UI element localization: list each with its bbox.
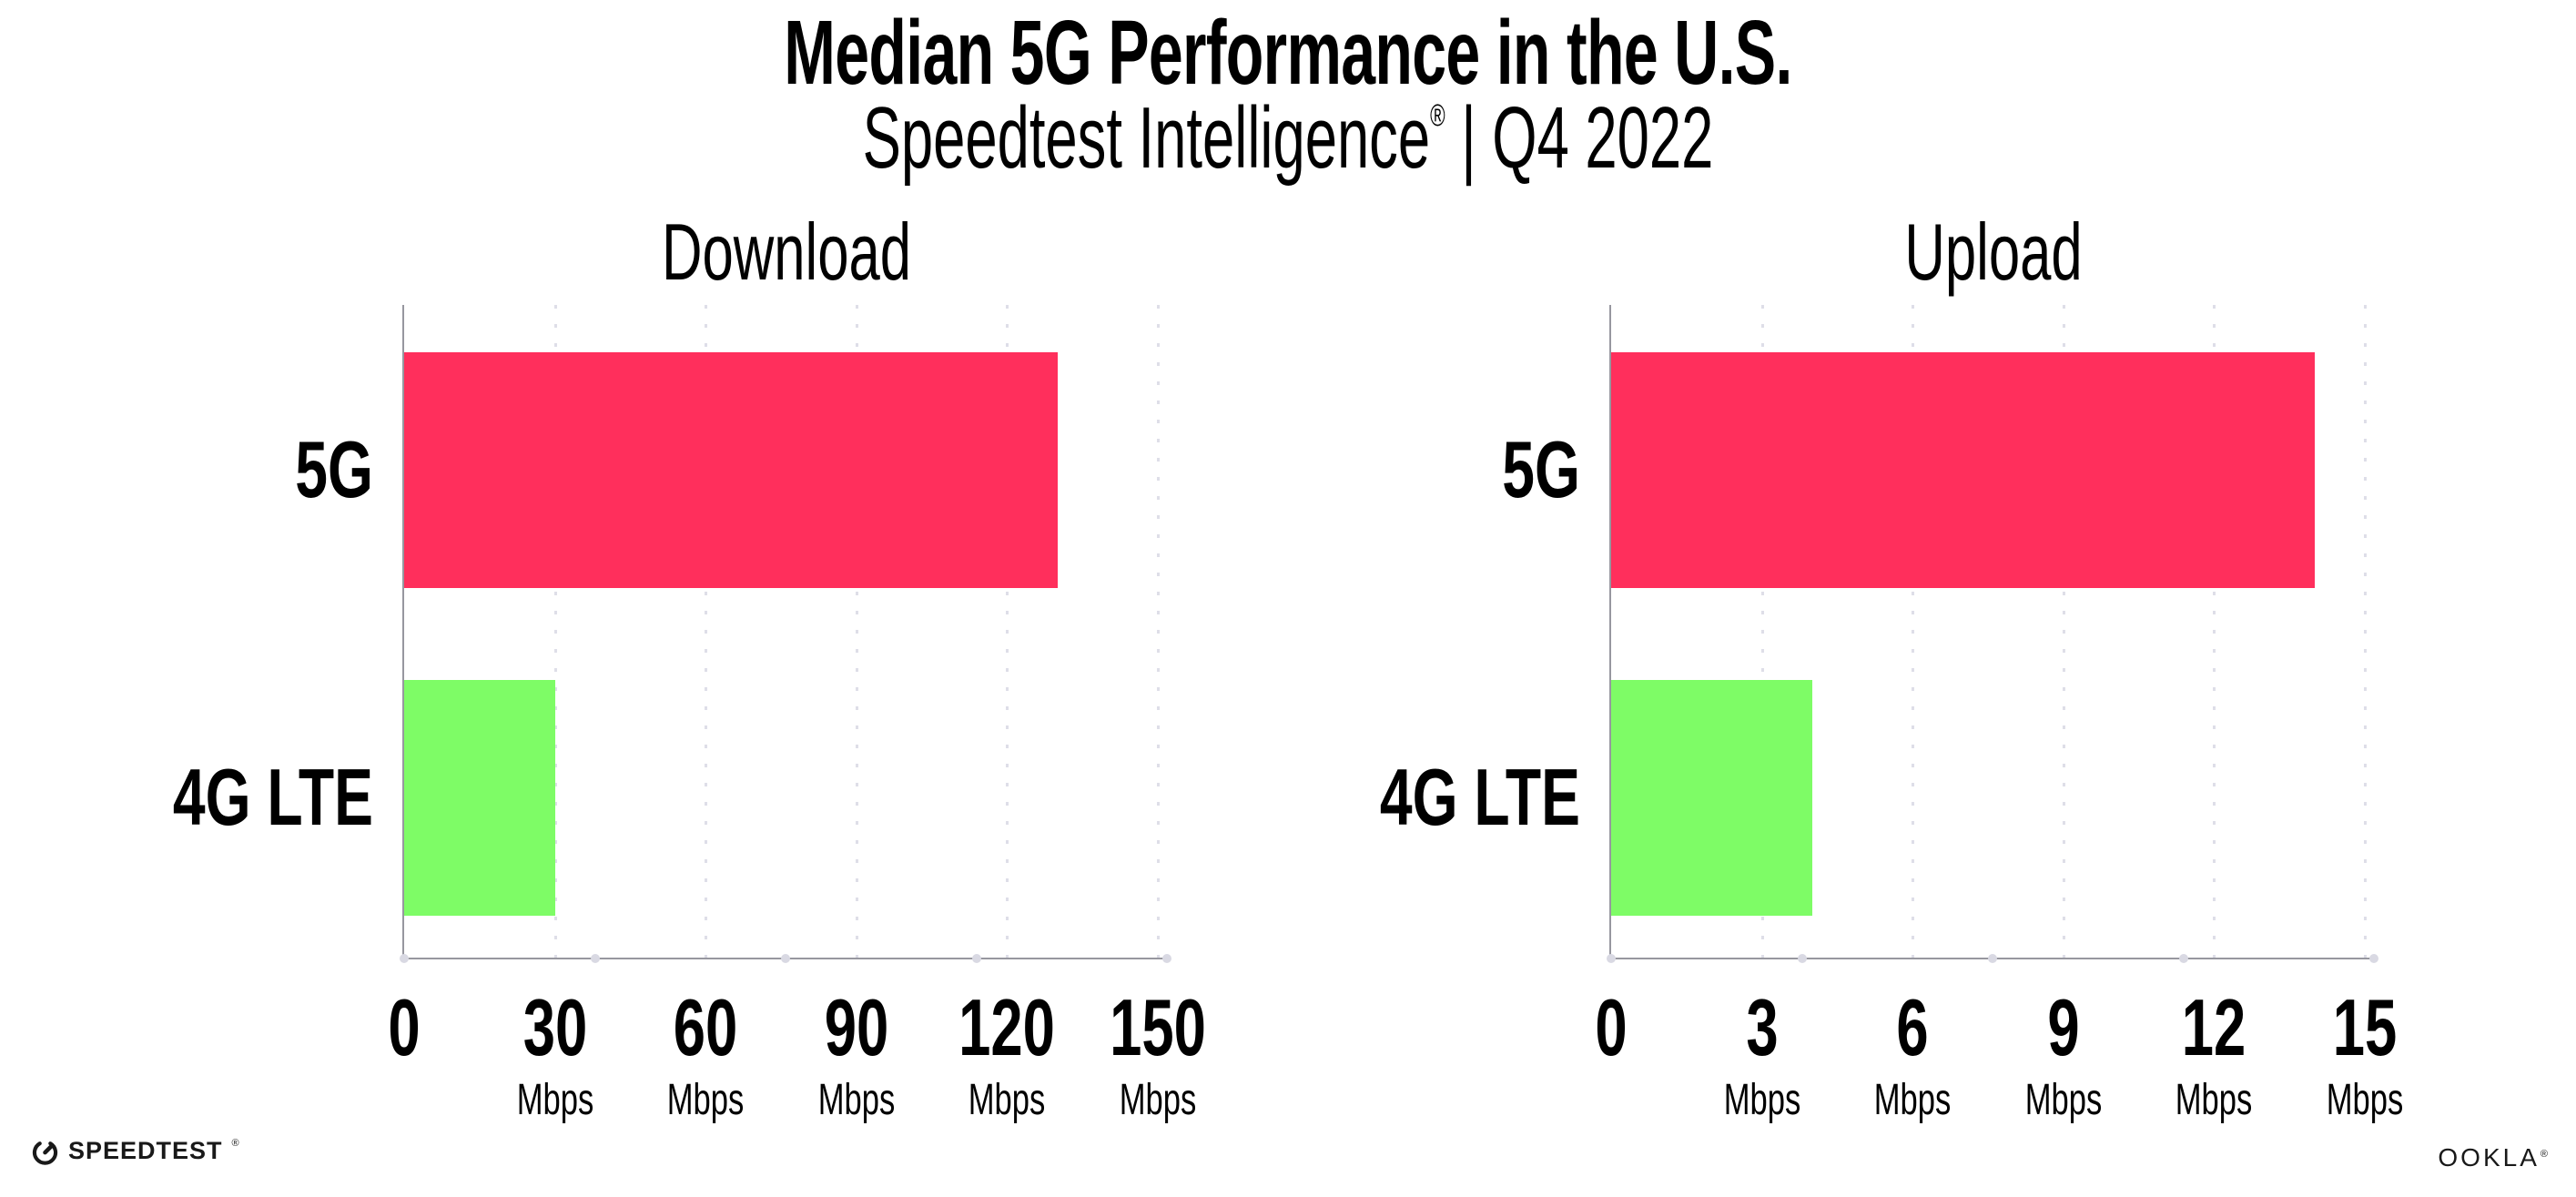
x-tick: 120 Mbps (959, 988, 1056, 1122)
x-tick-unit: Mbps (1723, 1076, 1800, 1124)
axis-tick-dot (1162, 954, 1171, 963)
x-tick: 3 Mbps (1723, 988, 1800, 1122)
x-tick-number: 0 (388, 982, 421, 1072)
speedometer-gauge-icon (32, 1141, 58, 1165)
gridline (2364, 305, 2367, 958)
x-tick: 30 Mbps (516, 988, 593, 1122)
plot-area-download (400, 305, 1171, 963)
registered-trademark-icon: ® (2540, 1149, 2551, 1160)
x-tick-unit: Mbps (2175, 1076, 2253, 1124)
gridline (705, 305, 708, 958)
subtitle-brand: Speedtest Intelligence (862, 89, 1431, 187)
axis-tick-dot (2178, 954, 2188, 963)
axis-tick-dot (1988, 954, 1997, 963)
x-tick-number: 3 (1745, 982, 1779, 1072)
registered-trademark-icon: ® (1430, 98, 1445, 133)
x-tick: 90 Mbps (818, 988, 896, 1122)
x-tick: 15 Mbps (2327, 988, 2404, 1122)
bar-5g (404, 352, 1058, 588)
x-tick-number: 120 (958, 982, 1056, 1072)
x-tick-number: 9 (2047, 982, 2080, 1072)
x-tick-number: 60 (673, 982, 738, 1072)
bar-5g (1611, 352, 2315, 588)
subtitle-period: | Q4 2022 (1445, 89, 1714, 187)
x-tick-unit: Mbps (2024, 1076, 2103, 1124)
gridline (1157, 305, 1160, 958)
x-axis-ticks-download: 0 30 Mbps 60 Mbps 90 Mbps 120 Mbps 150 Mbps (388, 988, 1205, 1124)
x-tick: 6 Mbps (1874, 988, 1952, 1122)
x-tick: 150 Mbps (1110, 988, 1206, 1122)
x-tick-number: 6 (1896, 982, 1929, 1072)
ookla-wordmark: OOKLA (2438, 1143, 2540, 1172)
page-subtitle: Speedtest Intelligence® | Q4 2022 (438, 95, 2138, 182)
chart-title-download: Download (662, 207, 911, 297)
x-tick-number: 30 (522, 982, 587, 1072)
registered-trademark-icon: ® (231, 1137, 239, 1149)
axis-tick-dot (590, 954, 600, 963)
x-tick-unit (1595, 1079, 1627, 1122)
x-tick-number: 0 (1595, 982, 1628, 1072)
axis-tick-dot (400, 954, 409, 963)
row-label-4g-lte: 4G LTE (1379, 752, 1580, 842)
gridline (553, 305, 557, 958)
axis-tick-dot (1607, 954, 1616, 963)
gridline (2213, 305, 2216, 958)
x-tick-unit: Mbps (1873, 1076, 1952, 1124)
row-label-5g: 5G (295, 424, 373, 514)
x-tick-unit: Mbps (666, 1076, 745, 1124)
axis-tick-dot (2369, 954, 2378, 963)
x-tick: 0 (1595, 988, 1627, 1122)
plot-area-upload (1607, 305, 2378, 963)
ookla-logo: OOKLA® (2438, 1143, 2551, 1172)
gridline (1912, 305, 1915, 958)
x-tick-unit: Mbps (969, 1076, 1046, 1124)
x-tick-number: 12 (2182, 982, 2246, 1072)
x-tick: 12 Mbps (2175, 988, 2253, 1122)
axis-tick-dot (1797, 954, 1807, 963)
axis-tick-dot (781, 954, 790, 963)
x-tick-unit: Mbps (817, 1076, 896, 1124)
bar-4g-lte (1611, 680, 1812, 916)
chart-title-upload: Upload (1904, 207, 2083, 297)
x-tick-number: 90 (824, 982, 889, 1072)
gridline (855, 305, 858, 958)
x-tick-number: 15 (2332, 982, 2398, 1072)
x-axis-ticks-upload: 0 3 Mbps 6 Mbps 9 Mbps 12 Mbps 15 Mbps (1595, 988, 2403, 1124)
x-tick-unit: Mbps (516, 1076, 593, 1124)
gridline (2062, 305, 2065, 958)
row-label-4g-lte: 4G LTE (172, 752, 373, 842)
x-tick: 9 Mbps (2025, 988, 2103, 1122)
axis-tick-dot (971, 954, 981, 963)
x-tick: 60 Mbps (667, 988, 745, 1122)
upload-chart: Upload 5G 4G LTE 0 3 Mbps 6 Mbps 9 Mbps 12 Mbps 1… (1380, 212, 2403, 1122)
gridline (1006, 305, 1009, 958)
gridline (1760, 305, 1764, 958)
download-chart: Download 5G 4G LTE 0 30 Mbps 60 Mbps 90 Mbps 12… (173, 212, 1206, 1122)
x-tick-unit: Mbps (2326, 1076, 2404, 1124)
bar-4g-lte (404, 680, 555, 916)
speedtest-logo: SPEEDTEST ® (30, 1136, 239, 1166)
x-tick: 0 (388, 988, 420, 1122)
row-label-5g: 5G (1502, 424, 1580, 514)
page-title: Median 5G Performance in the U.S. (784, 2, 1792, 104)
x-tick-number: 150 (1110, 982, 1206, 1072)
x-tick-unit: Mbps (1119, 1076, 1197, 1124)
speedtest-wordmark: SPEEDTEST (68, 1137, 223, 1164)
x-tick-unit (388, 1079, 420, 1122)
